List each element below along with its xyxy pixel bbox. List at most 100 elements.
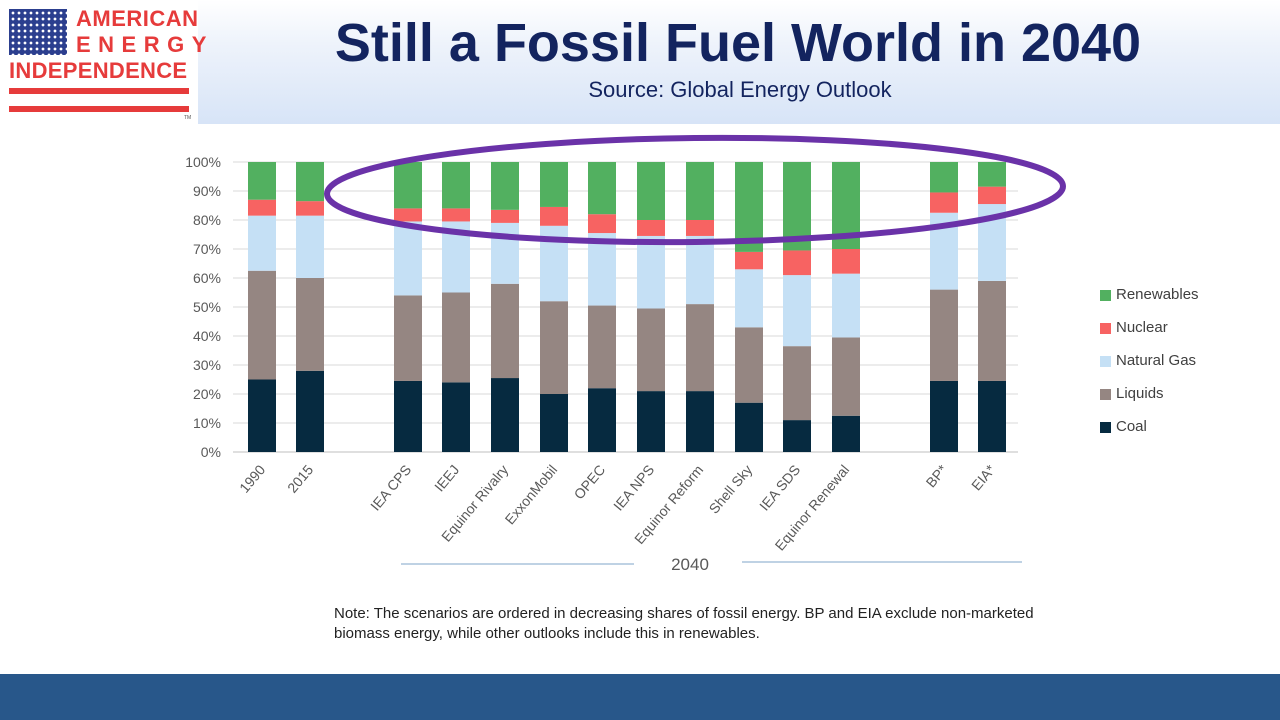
bar-segment-liquids <box>978 280 1006 381</box>
bar-segment-natural-gas <box>832 273 860 338</box>
bar-segment-renewables <box>296 162 324 202</box>
x-tick-label: IEEJ <box>431 462 462 495</box>
logo: AMERICAN ENERGY INDEPENDENCE TM <box>0 0 206 124</box>
legend-item: Nuclear <box>1100 319 1260 352</box>
legend-label: Coal <box>1116 418 1147 435</box>
y-tick-label: 80% <box>193 212 221 228</box>
bar-segment-coal <box>832 415 860 452</box>
bar-segment-coal <box>783 420 811 452</box>
legend-label: Liquids <box>1116 385 1164 402</box>
logo-stripe <box>9 106 189 112</box>
bar-segment-nuclear <box>442 208 470 222</box>
bar-segment-natural-gas <box>735 269 763 328</box>
bar-segment-nuclear <box>637 220 665 236</box>
bar-segment-coal <box>588 388 616 452</box>
bar-segment-coal <box>394 380 422 452</box>
bar-segment-nuclear <box>491 209 519 223</box>
y-tick-label: 100% <box>185 154 221 170</box>
x-tick-label: IEA SDS <box>756 462 803 514</box>
x-tick-label: IEA NPS <box>610 462 657 514</box>
group-label: 2040 <box>671 555 709 574</box>
legend-swatch <box>1100 422 1111 433</box>
legend-swatch <box>1100 389 1111 400</box>
y-tick-label: 10% <box>193 415 221 431</box>
x-tick-label: 1990 <box>236 461 268 495</box>
bar-segment-renewables <box>248 162 276 200</box>
trademark-mark: TM <box>184 115 192 121</box>
bar-segment-renewables <box>735 162 763 252</box>
x-tick-label: EIA* <box>968 461 999 493</box>
bar-segment-liquids <box>930 289 958 381</box>
legend-item: Liquids <box>1100 385 1260 418</box>
bar-segment-liquids <box>637 308 665 392</box>
bar-segment-renewables <box>978 162 1006 187</box>
bar-segment-natural-gas <box>588 233 616 306</box>
bar-segment-natural-gas <box>248 215 276 271</box>
y-tick-label: 40% <box>193 328 221 344</box>
bar-segment-nuclear <box>248 199 276 216</box>
legend-item: Renewables <box>1100 286 1260 319</box>
y-tick-label: 30% <box>193 357 221 373</box>
bar-segment-liquids <box>442 292 470 383</box>
bar-segment-renewables <box>637 162 665 220</box>
bar-segment-renewables <box>442 162 470 209</box>
bar-segment-liquids <box>735 327 763 403</box>
bar-segment-coal <box>978 380 1006 452</box>
logo-stripe <box>9 88 189 94</box>
logo-text-line2: ENERGY <box>76 32 214 57</box>
bar-segment-natural-gas <box>394 221 422 296</box>
legend-label: Natural Gas <box>1116 352 1197 369</box>
x-tick-label: Shell Sky <box>706 462 756 517</box>
bar-segment-natural-gas <box>783 275 811 347</box>
bar-segment-natural-gas <box>686 235 714 305</box>
page-subtitle: Source: Global Energy Outlook <box>588 77 892 102</box>
legend-swatch <box>1100 356 1111 367</box>
bar-segment-nuclear <box>394 208 422 222</box>
bar-segment-coal <box>735 402 763 452</box>
footer-bar <box>0 674 1280 720</box>
bar-segment-natural-gas <box>491 222 519 284</box>
legend-label: Nuclear <box>1116 319 1168 336</box>
bar-segment-liquids <box>394 295 422 381</box>
x-tick-label: BP* <box>923 461 951 490</box>
y-tick-label: 70% <box>193 241 221 257</box>
bar-segment-coal <box>248 379 276 452</box>
bar-segment-renewables <box>491 162 519 210</box>
bar-segment-coal <box>930 380 958 452</box>
logo-text-line3: INDEPENDENCE <box>9 58 188 83</box>
bar-segment-liquids <box>686 304 714 392</box>
bar-segment-nuclear <box>832 249 860 274</box>
bar-segment-renewables <box>588 162 616 215</box>
bar-segment-renewables <box>686 162 714 220</box>
bar-segment-coal <box>540 394 568 452</box>
bar-segment-natural-gas <box>296 215 324 278</box>
highlight-ellipse <box>324 134 1066 246</box>
x-tick-label: OPEC <box>571 462 609 503</box>
bar-segment-coal <box>686 391 714 452</box>
x-tick-label: 2015 <box>284 461 316 495</box>
bar-segment-renewables <box>930 162 958 193</box>
bar-segment-coal <box>637 391 665 452</box>
y-tick-label: 20% <box>193 386 221 402</box>
header-banner: AMERICAN ENERGY INDEPENDENCE TM Still a … <box>0 0 1280 124</box>
chart-legend: Renewables Nuclear Natural Gas Liquids Coal <box>1100 286 1260 451</box>
legend-label: Renewables <box>1116 286 1199 303</box>
x-tick-label: IEA CPS <box>367 462 414 514</box>
bar-segment-nuclear <box>735 251 763 270</box>
chart-note: Note: The scenarios are ordered in decre… <box>334 605 1034 642</box>
flag-stars-icon <box>9 9 67 55</box>
bar-segment-liquids <box>248 270 276 380</box>
bar-segment-coal <box>442 382 470 452</box>
legend-swatch <box>1100 290 1111 301</box>
bar-segment-liquids <box>540 301 568 394</box>
bar-segment-nuclear <box>296 201 324 216</box>
bar-segment-natural-gas <box>637 235 665 309</box>
page-title: Still a Fossil Fuel World in 2040 <box>334 13 1142 73</box>
y-tick-label: 60% <box>193 270 221 286</box>
bar-segment-liquids <box>588 305 616 389</box>
bar-segment-nuclear <box>930 192 958 213</box>
y-tick-label: 50% <box>193 299 221 315</box>
bar-segment-nuclear <box>588 214 616 234</box>
logo-text-line1: AMERICAN <box>76 6 199 31</box>
bar-segment-nuclear <box>783 250 811 276</box>
